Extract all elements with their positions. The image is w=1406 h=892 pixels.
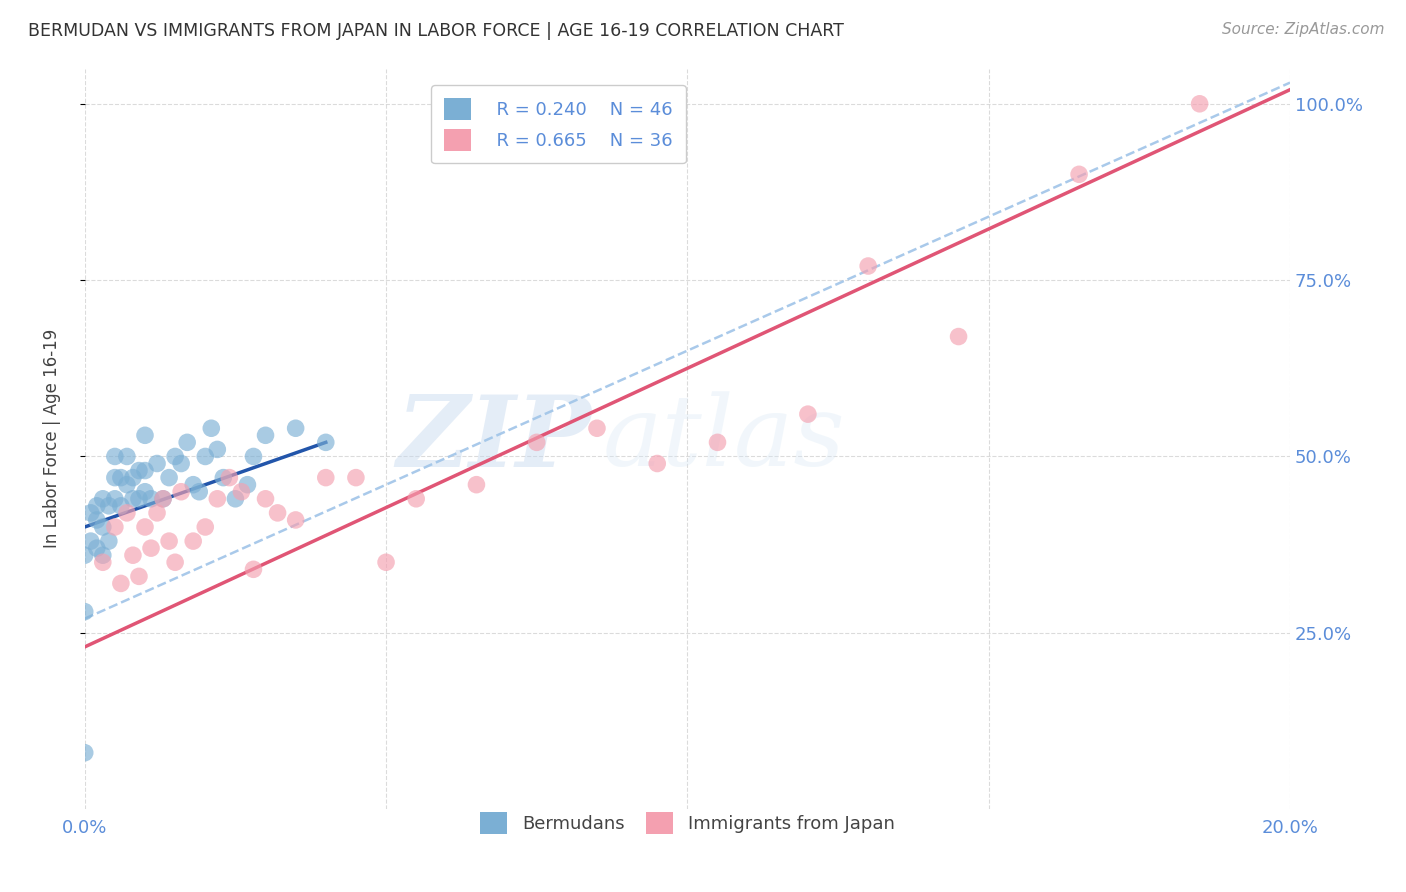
- Point: [91, 555, 114, 569]
- Point: [91, 548, 114, 562]
- Point: [586, 421, 609, 435]
- Point: [110, 499, 132, 513]
- Point: [146, 457, 169, 471]
- Legend: Bermudans, Immigrants from Japan: Bermudans, Immigrants from Japan: [470, 801, 905, 845]
- Point: [104, 491, 127, 506]
- Point: [254, 491, 277, 506]
- Point: [97, 534, 120, 549]
- Point: [115, 477, 138, 491]
- Point: [170, 457, 193, 471]
- Point: [242, 562, 264, 576]
- Point: [128, 569, 150, 583]
- Point: [856, 259, 879, 273]
- Point: [157, 470, 180, 484]
- Point: [200, 421, 222, 435]
- Point: [122, 548, 145, 562]
- Point: [122, 491, 145, 506]
- Text: atlas: atlas: [603, 392, 846, 486]
- Point: [122, 470, 145, 484]
- Point: [110, 576, 132, 591]
- Point: [97, 499, 120, 513]
- Point: [236, 477, 259, 491]
- Point: [645, 457, 668, 471]
- Point: [152, 491, 174, 506]
- Point: [526, 435, 548, 450]
- Point: [91, 520, 114, 534]
- Point: [231, 484, 253, 499]
- Point: [254, 428, 277, 442]
- Point: [242, 450, 264, 464]
- Point: [104, 450, 127, 464]
- Point: [115, 506, 138, 520]
- Point: [86, 499, 108, 513]
- Point: [207, 442, 229, 457]
- Point: [315, 435, 337, 450]
- Point: [181, 534, 204, 549]
- Text: ZIP: ZIP: [396, 391, 591, 487]
- Point: [115, 450, 138, 464]
- Point: [224, 491, 246, 506]
- Point: [80, 534, 103, 549]
- Point: [465, 477, 488, 491]
- Point: [73, 548, 96, 562]
- Point: [344, 470, 367, 484]
- Point: [104, 520, 127, 534]
- Point: [207, 491, 229, 506]
- Point: [104, 470, 127, 484]
- Point: [73, 746, 96, 760]
- Text: BERMUDAN VS IMMIGRANTS FROM JAPAN IN LABOR FORCE | AGE 16-19 CORRELATION CHART: BERMUDAN VS IMMIGRANTS FROM JAPAN IN LAB…: [28, 22, 844, 40]
- Point: [128, 464, 150, 478]
- Point: [1067, 167, 1090, 181]
- Point: [948, 329, 970, 343]
- Point: [165, 555, 187, 569]
- Point: [188, 484, 211, 499]
- Point: [797, 407, 820, 421]
- Point: [181, 477, 204, 491]
- Y-axis label: In Labor Force | Age 16-19: In Labor Force | Age 16-19: [44, 329, 60, 549]
- Point: [194, 450, 217, 464]
- Point: [80, 506, 103, 520]
- Point: [139, 491, 162, 506]
- Point: [86, 541, 108, 556]
- Point: [134, 428, 156, 442]
- Point: [284, 513, 307, 527]
- Point: [375, 555, 398, 569]
- Point: [134, 464, 156, 478]
- Point: [176, 435, 198, 450]
- Point: [266, 506, 288, 520]
- Point: [134, 520, 156, 534]
- Point: [157, 534, 180, 549]
- Point: [218, 470, 240, 484]
- Point: [134, 484, 156, 499]
- Point: [128, 491, 150, 506]
- Point: [91, 491, 114, 506]
- Point: [152, 491, 174, 506]
- Point: [284, 421, 307, 435]
- Text: Source: ZipAtlas.com: Source: ZipAtlas.com: [1222, 22, 1385, 37]
- Point: [170, 484, 193, 499]
- Point: [706, 435, 728, 450]
- Point: [73, 605, 96, 619]
- Point: [212, 470, 235, 484]
- Point: [139, 541, 162, 556]
- Point: [110, 470, 132, 484]
- Point: [405, 491, 427, 506]
- Point: [1188, 96, 1211, 111]
- Point: [86, 513, 108, 527]
- Point: [315, 470, 337, 484]
- Point: [194, 520, 217, 534]
- Point: [146, 506, 169, 520]
- Point: [165, 450, 187, 464]
